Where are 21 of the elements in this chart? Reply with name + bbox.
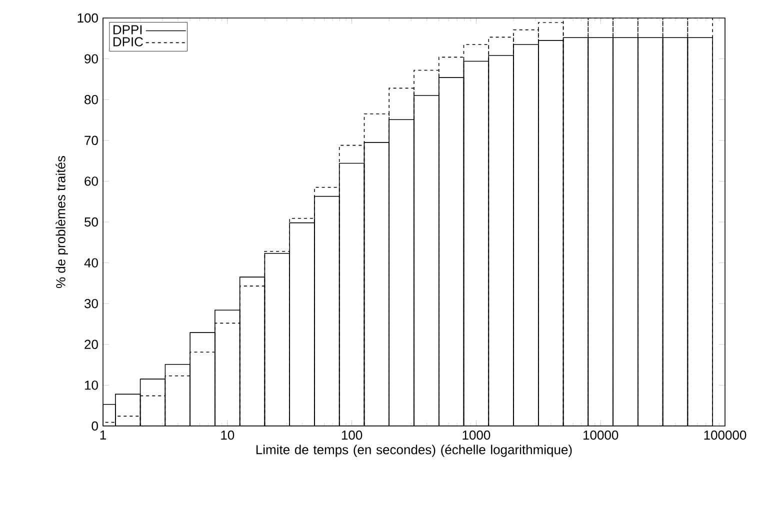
y-tick-label: 40 (84, 258, 98, 268)
y-tick-label: 30 (84, 298, 98, 308)
x-tick-label: 10 (221, 430, 234, 440)
x-tick-label: 100000 (704, 430, 746, 440)
y-tick-label: 60 (84, 176, 98, 186)
y-tick-label: 0 (92, 421, 98, 431)
legend-label: DPPI (113, 25, 142, 34)
y-axis-title: % de problèmes traités (56, 156, 68, 288)
legend-label: DPIC (113, 37, 143, 46)
y-tick-label: 80 (84, 94, 98, 104)
x-axis-title: Limite de temps (en secondes) (échelle logarithmique) (256, 444, 572, 457)
x-tick-label: 1000 (462, 430, 490, 440)
x-tick-label: 10000 (584, 430, 618, 440)
x-tick-label: 1 (100, 430, 106, 440)
y-tick-label: 70 (84, 136, 98, 145)
y-tick-label: 90 (84, 54, 98, 64)
y-tick-label: 100 (78, 13, 98, 23)
y-tick-label: 50 (84, 217, 98, 227)
y-tick-label: 20 (84, 340, 98, 349)
y-tick-label: 10 (84, 380, 98, 390)
x-tick-label: 100 (342, 430, 362, 440)
